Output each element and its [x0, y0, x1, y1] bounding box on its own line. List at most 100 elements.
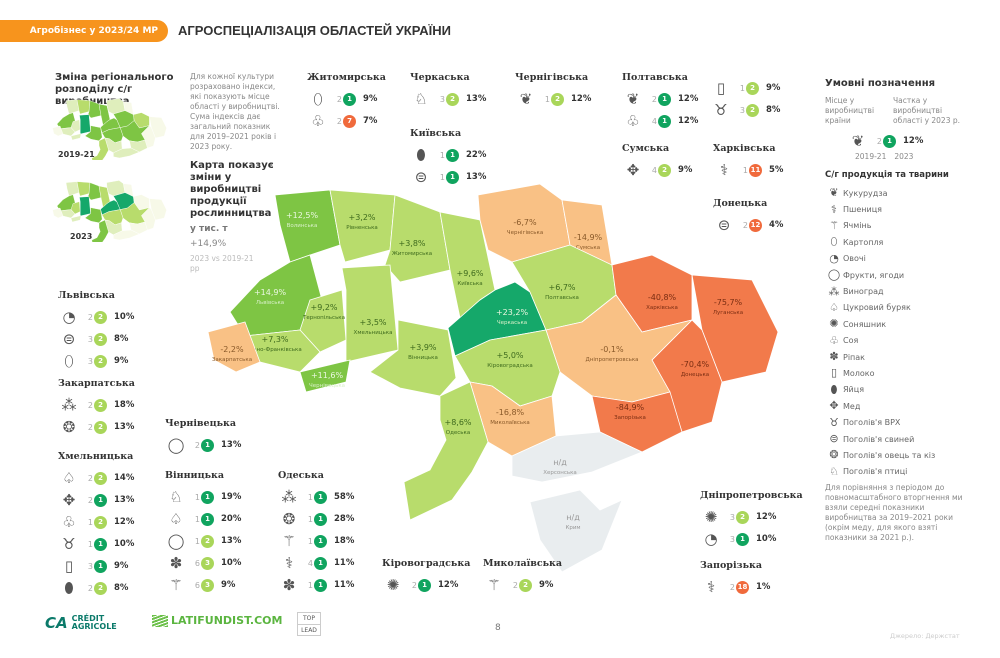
map-heading: Карта показує зміни у виробництві продук…	[190, 160, 274, 219]
region-card-kirovohrad: Кіровоградська ✺ 2 1 12%	[382, 558, 470, 596]
rank-2023-badge: 2	[746, 81, 759, 95]
product-row: ❂ 1 1 28%	[278, 508, 355, 530]
legend-item-barley: ⚚ Ячмінь	[825, 218, 990, 234]
region-card-chernihiv: Чернігівська ❦ 1 2 12%	[515, 72, 591, 110]
legend-item-eggs: ⬮ Яйця	[825, 382, 990, 398]
legend-item-corn: ❦ Кукурудза	[825, 185, 990, 201]
rank-2023-badge: 1	[201, 438, 214, 452]
region-change: -14,9%	[574, 233, 603, 242]
poultry-icon: ♘	[169, 488, 183, 506]
rapeseed-icon: ✽	[282, 576, 296, 594]
region-card-title: Дніпропетровська	[700, 490, 803, 501]
legend-item-sugar-beet: ♤ Цукровий буряк	[825, 300, 990, 316]
milk-icon: ▯	[716, 79, 726, 97]
region-name: Донецька	[681, 372, 709, 378]
region-change: +11,6%	[311, 371, 344, 380]
region-card-title: Житомирська	[307, 72, 386, 83]
region-card-lviv: Львівська ◔ 2 2 10% ⊜ 3 2 8% ⬯ 3 2 9%	[58, 290, 134, 372]
region-name: Тернопільська	[302, 315, 345, 321]
region-card-dnipro: Дніпропетровська ✺ 3 2 12% ◔ 3 1 10%	[700, 490, 803, 550]
share-value: 13%	[466, 94, 487, 104]
share-value: 12%	[114, 517, 135, 527]
region-11: -2,2% Закарпатська	[207, 321, 261, 373]
credit-agricole-logo: CA CRÉDIT AGRICOLE	[45, 614, 117, 632]
share-value: 22%	[466, 150, 487, 160]
section-label: Агробізнес у 2023/24 МР	[0, 20, 168, 42]
product-row: ⬮ 1 1 22%	[410, 144, 486, 166]
product-row: ✥ 2 1 13%	[58, 489, 135, 511]
rank-2019-21: 1	[307, 492, 313, 502]
rank-2023-badge: 2	[519, 578, 532, 592]
share-value: 13%	[466, 172, 487, 182]
region-change: +5,0%	[496, 351, 523, 360]
product-row: ♧ 4 1 12%	[622, 110, 698, 132]
rank-2019-21: 1	[742, 165, 748, 175]
region-shape	[341, 264, 399, 363]
rank-2023-badge: 1	[314, 556, 327, 570]
region-card-title: Донецька	[713, 198, 768, 209]
region-card-title: Запорізька	[700, 560, 763, 571]
legend-example: ❦ 2 1 12%	[847, 130, 990, 152]
product-row: ⁂ 2 2 18%	[58, 394, 135, 416]
region-card-title: Одеська	[278, 470, 324, 481]
vegetables-icon: ◔	[829, 251, 839, 265]
region-card-zaporizhzhia: Запорізька ⚕ 2 18 1%	[700, 560, 770, 598]
products-title: С/г продукція та тварини	[825, 170, 949, 180]
region-change: -70,4%	[681, 360, 710, 369]
region-card-poltava2: ▯ 1 2 9% ♉ 3 2 8%	[710, 72, 780, 121]
product-row: ⊜ 1 1 13%	[410, 166, 487, 188]
region-name: Київська	[457, 281, 482, 287]
share-value: 12%	[678, 94, 699, 104]
region-name: Миколаївська	[490, 420, 530, 426]
rank-2019-21: 6	[194, 558, 200, 568]
rank-2023-badge: 1	[446, 170, 459, 184]
rank-2019-21: 2	[87, 400, 93, 410]
share-value: 1%	[756, 582, 771, 592]
share-value: 11%	[334, 558, 355, 568]
sunflower-icon: ✺	[829, 317, 839, 331]
product-row: ◯ 2 1 13%	[165, 434, 242, 456]
sugar-beet-icon: ♤	[62, 469, 76, 487]
rank-2023-badge: 12	[749, 218, 762, 232]
rank-2019-21: 2	[87, 495, 93, 505]
region-name: Одеська	[446, 430, 470, 436]
share-value: 13%	[221, 440, 242, 450]
rank-2023-badge: 1	[658, 92, 671, 106]
potato-icon: ⬯	[64, 352, 74, 370]
rank-2019-21: 2	[87, 312, 93, 322]
product-row: ♉ 3 2 8%	[710, 99, 780, 121]
potato-icon: ⬯	[830, 235, 838, 249]
product-row: ♘ 1 1 19%	[165, 486, 241, 508]
product-row: ✽ 1 1 11%	[278, 574, 355, 596]
product-row: ⚕ 1 11 5%	[713, 159, 784, 181]
milk-icon: ▯	[64, 557, 74, 575]
product-row: ✺ 2 1 12%	[382, 574, 470, 596]
rank-2019-21: 3	[729, 512, 735, 522]
corn-icon: ❦	[626, 90, 640, 108]
rank-2019-21: 2	[194, 440, 200, 450]
region-shape	[299, 289, 347, 353]
rank-2019-21: 2	[742, 220, 748, 230]
region-22: +8,6% Одеська	[403, 381, 489, 521]
region-2: +3,8% Житомирська	[384, 194, 451, 283]
rank-2019-21: 1	[87, 517, 93, 527]
rank-2023-badge: 11	[749, 163, 762, 177]
product-row: ♧ 2 7 7%	[307, 110, 386, 132]
pigs-icon: ⊜	[414, 168, 428, 186]
product-row: ▯ 3 1 9%	[58, 555, 134, 577]
corn-icon: ❦	[519, 90, 533, 108]
sunflower-icon: ✺	[704, 508, 718, 526]
product-row: ✥ 4 2 9%	[622, 159, 693, 181]
rank-2019-21: 1	[87, 539, 93, 549]
legend-item-pigs: ⊜ Поголів'я свиней	[825, 431, 990, 447]
rank-2019-21: 2	[87, 583, 93, 593]
share-value: 12%	[438, 580, 459, 590]
region-change: +3,8%	[398, 239, 425, 248]
rank-2019-21: 3	[87, 334, 93, 344]
rank-2023-badge: 2	[94, 471, 107, 485]
total-note: 2023 vs 2019-21 рр	[190, 254, 254, 273]
region-shape	[369, 319, 457, 397]
share-value: 9%	[363, 94, 378, 104]
region-card-cherkasy: Черкаська ♘ 3 2 13%	[410, 72, 486, 110]
pigs-icon: ⊜	[62, 330, 76, 348]
